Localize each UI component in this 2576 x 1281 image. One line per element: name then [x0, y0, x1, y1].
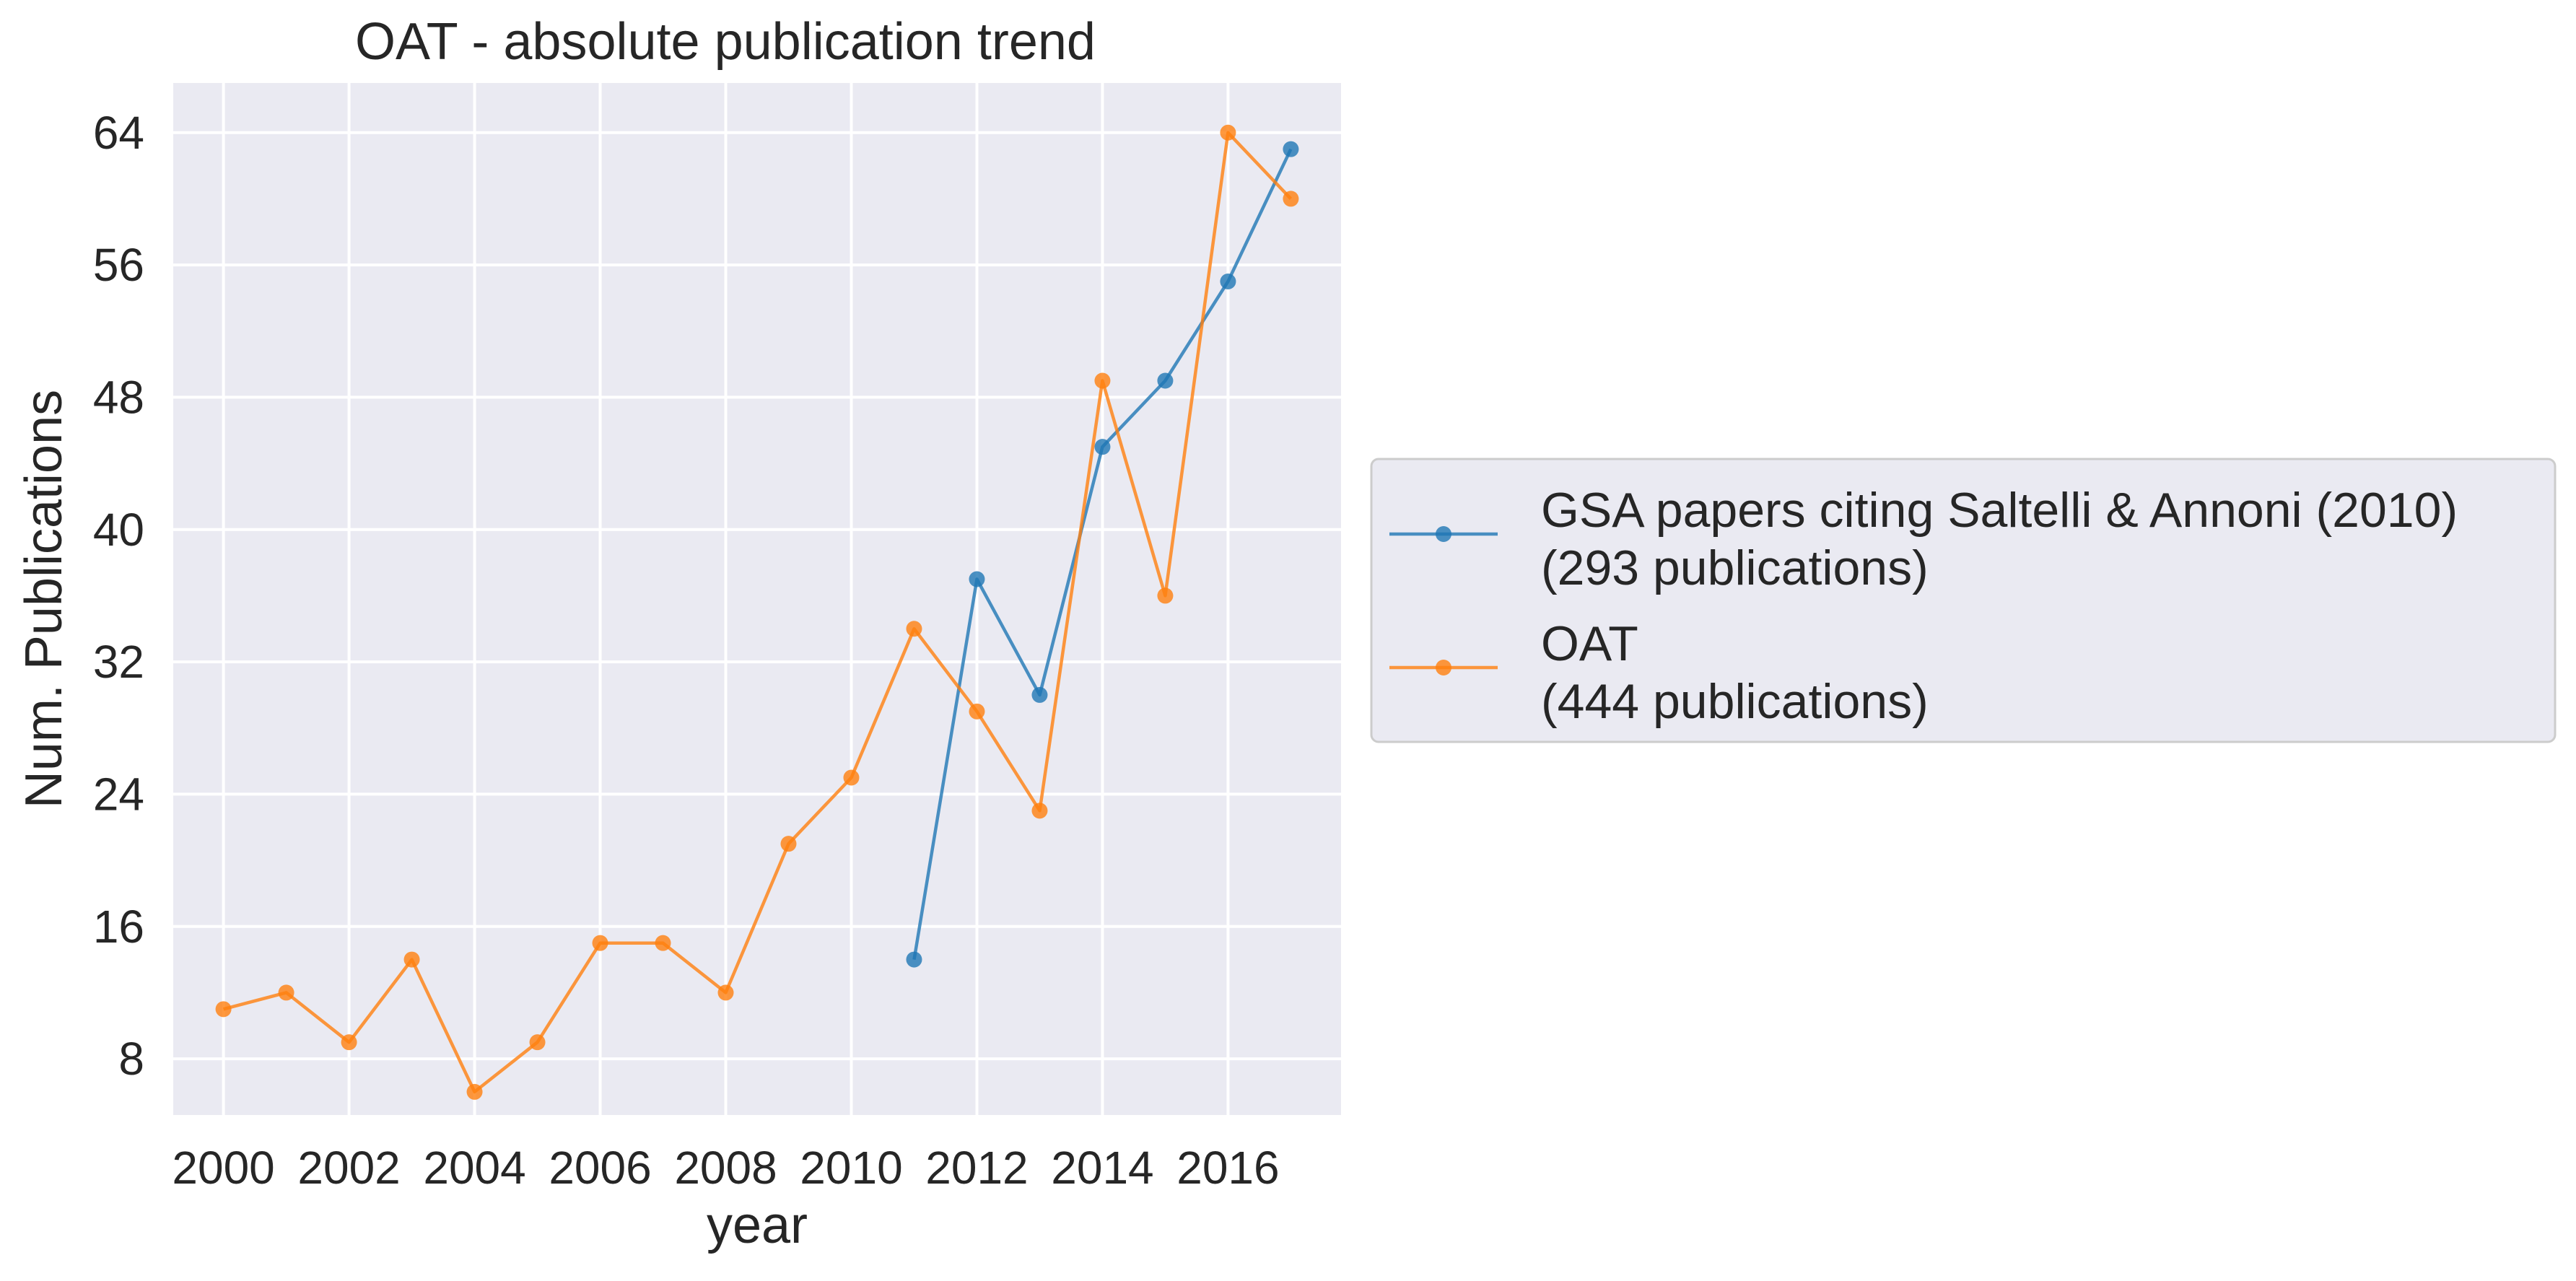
legend-marker — [1436, 660, 1451, 676]
legend-entries: GSA papers citing Saltelli & Annoni (201… — [1389, 483, 2458, 729]
series-layer — [215, 124, 1299, 1100]
x-tick-label: 2000 — [172, 1142, 274, 1194]
data-point — [341, 1034, 357, 1051]
y-tick-label: 64 — [93, 107, 144, 159]
data-point — [717, 984, 734, 1001]
legend-box — [1370, 458, 2557, 743]
data-point — [1283, 191, 1299, 207]
legend: GSA papers citing Saltelli & Annoni (201… — [1370, 458, 2557, 743]
data-point — [278, 984, 294, 1001]
data-point — [1157, 372, 1174, 389]
x-tick-label: 2008 — [674, 1142, 777, 1194]
legend-label: GSA papers citing Saltelli & Annoni (201… — [1541, 483, 2458, 538]
y-axis-label: Num. Publications — [15, 390, 73, 808]
data-point — [215, 1001, 232, 1018]
data-point — [1031, 803, 1048, 819]
x-tick-label: 2012 — [925, 1142, 1028, 1194]
data-point — [906, 621, 922, 637]
series-line — [223, 131, 1293, 1094]
y-axis-ticks: 8 16 24 32 40 48 56 64 — [93, 107, 144, 1085]
data-point — [969, 703, 985, 720]
legend-entry: OAT(444 publications) — [1389, 616, 1929, 729]
data-point — [655, 935, 671, 951]
data-point — [1094, 439, 1111, 455]
legend-sublabel: (444 publications) — [1541, 674, 1929, 729]
legend-entry: GSA papers citing Saltelli & Annoni (201… — [1389, 483, 2458, 595]
y-tick-label: 24 — [93, 768, 144, 820]
data-point — [843, 769, 860, 786]
data-point — [466, 1083, 483, 1100]
y-tick-label: 32 — [93, 636, 144, 688]
data-point — [906, 951, 922, 968]
y-tick-label: 56 — [93, 239, 144, 291]
x-tick-label: 2014 — [1051, 1142, 1153, 1194]
data-point — [1283, 141, 1299, 157]
data-point — [1220, 274, 1236, 289]
x-axis-label: year — [707, 1197, 808, 1254]
legend-sublabel: (293 publications) — [1541, 541, 1929, 595]
grid — [173, 83, 1341, 1115]
data-point — [403, 951, 420, 968]
y-tick-label: 40 — [93, 504, 144, 556]
series-2 — [215, 124, 1299, 1100]
data-point — [529, 1034, 546, 1051]
x-tick-label: 2006 — [549, 1142, 651, 1194]
data-point — [1094, 372, 1111, 389]
x-tick-label: 2010 — [800, 1142, 902, 1194]
series-1 — [906, 141, 1299, 968]
x-tick-label: 2004 — [423, 1142, 525, 1194]
y-tick-label: 8 — [118, 1033, 144, 1085]
data-point — [1031, 686, 1048, 703]
plot-area — [173, 83, 1341, 1115]
legend-label: OAT — [1541, 616, 1638, 671]
x-tick-label: 2016 — [1176, 1142, 1279, 1194]
legend-marker — [1436, 526, 1451, 542]
data-point — [1157, 587, 1174, 604]
y-tick-label: 16 — [93, 901, 144, 953]
data-point — [1220, 124, 1236, 141]
x-axis-ticks: 2000 2002 2004 2006 2008 2010 2012 2014 2016 — [172, 1142, 1279, 1194]
data-point — [592, 935, 608, 951]
data-point — [969, 571, 985, 587]
data-point — [780, 836, 797, 852]
x-tick-label: 2002 — [297, 1142, 400, 1194]
chart-title: OAT - absolute publication trend — [355, 13, 1096, 71]
y-tick-label: 48 — [93, 371, 144, 423]
